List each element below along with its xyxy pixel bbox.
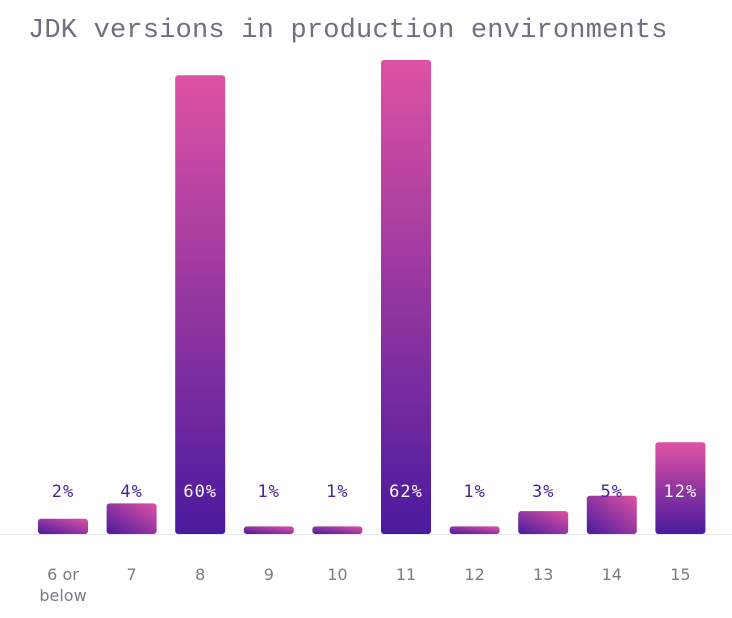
chart-title: JDK versions in production environments — [28, 16, 668, 46]
data-label-7: 1% — [463, 482, 485, 502]
tick-label-1: 6 or below — [39, 565, 86, 605]
tick-label-7: 12 — [464, 565, 484, 584]
data-label-9: 5% — [601, 482, 623, 502]
bar-5 — [312, 526, 363, 534]
tick-label-5: 10 — [327, 565, 347, 584]
tick-label-10: 15 — [670, 565, 690, 584]
tick-label-8: 13 — [533, 565, 553, 584]
bar-4 — [243, 526, 294, 534]
bar-2 — [106, 503, 157, 534]
bar-7 — [449, 526, 500, 534]
data-label-3: 60% — [183, 482, 217, 502]
tick-label-6: 11 — [396, 565, 416, 584]
bar-6 — [381, 60, 431, 534]
tick-labels-layer: 6 or below 7 8 9 10 11 12 13 14 15 — [39, 565, 690, 605]
bars-layer — [38, 60, 706, 535]
data-label-1: 2% — [52, 482, 74, 502]
data-label-6: 62% — [389, 482, 423, 502]
bar-9 — [586, 495, 637, 534]
bar-3 — [175, 75, 226, 535]
data-label-10: 12% — [664, 482, 698, 502]
data-label-8: 3% — [532, 482, 554, 502]
data-label-2: 4% — [120, 482, 142, 502]
tick-label-9: 14 — [602, 565, 622, 584]
tick-label-3: 8 — [195, 565, 205, 584]
tick-label-4: 9 — [264, 565, 274, 584]
bar-8 — [518, 511, 569, 534]
data-labels-layer: 2% 4% 60% 1% 1% 62% 1% 3% 5% 12% — [52, 482, 698, 502]
bar-1 — [38, 518, 88, 534]
data-label-4: 1% — [258, 482, 280, 502]
tick-label-2: 7 — [127, 565, 137, 584]
bar-10 — [655, 442, 706, 534]
data-label-5: 1% — [326, 482, 348, 502]
